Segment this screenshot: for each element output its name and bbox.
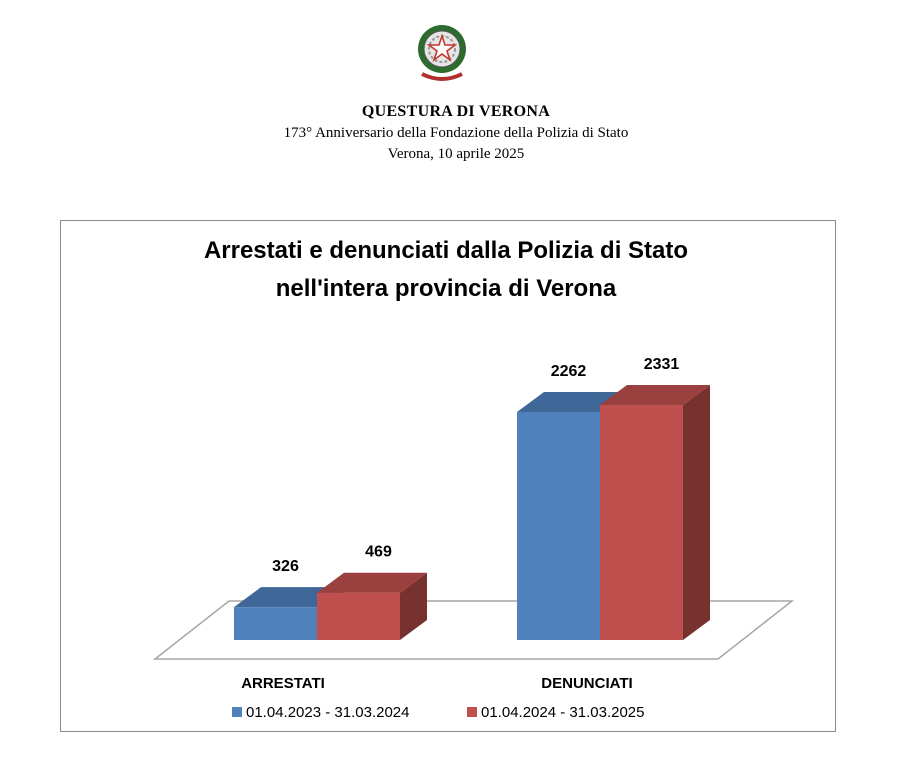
bar-top-denunciati-s1 xyxy=(517,391,627,412)
bar-top-arrestati-s2 xyxy=(317,572,427,593)
italian-republic-emblem-icon xyxy=(418,25,466,81)
legend-label-series-1: 01.04.2023 - 31.03.2024 xyxy=(246,704,409,721)
bar-denunciati-s2 xyxy=(600,405,683,640)
chart-title-line-1: Arrestati e denunciati dalla Polizia di … xyxy=(204,237,688,264)
data-label-arrestati-s2: 469 xyxy=(365,544,392,561)
header-title: QUESTURA DI VERONA xyxy=(361,103,551,120)
bar-top-denunciati-s2 xyxy=(600,385,710,405)
bar-top-arrestati-s1 xyxy=(234,587,344,608)
legend-swatch-series-1 xyxy=(232,707,242,717)
header-subtitle: 173° Anniversario della Fondazione della… xyxy=(283,125,629,141)
category-label-denunciati: DENUNCIATI xyxy=(541,675,632,692)
chart-title-line-2: nell'intera provincia di Verona xyxy=(276,275,617,302)
data-label-arrestati-s1: 326 xyxy=(272,558,299,575)
bar-arrestati-s1 xyxy=(234,607,317,640)
bar-denunciati-s1 xyxy=(517,411,600,640)
bar-side-denunciati-s2 xyxy=(683,385,710,640)
legend-swatch-series-2 xyxy=(467,707,477,717)
data-label-denunciati-s2: 2331 xyxy=(644,356,680,373)
bar-arrestati-s2 xyxy=(317,592,400,640)
header-date: Verona, 10 aprile 2025 xyxy=(387,146,525,162)
data-label-denunciati-s1: 2262 xyxy=(551,363,587,380)
category-label-arrestati: ARRESTATI xyxy=(241,675,325,692)
legend-label-series-2: 01.04.2024 - 31.03.2025 xyxy=(481,704,644,721)
bar-side-arrestati-s2 xyxy=(400,572,427,640)
chart-frame xyxy=(60,220,836,732)
